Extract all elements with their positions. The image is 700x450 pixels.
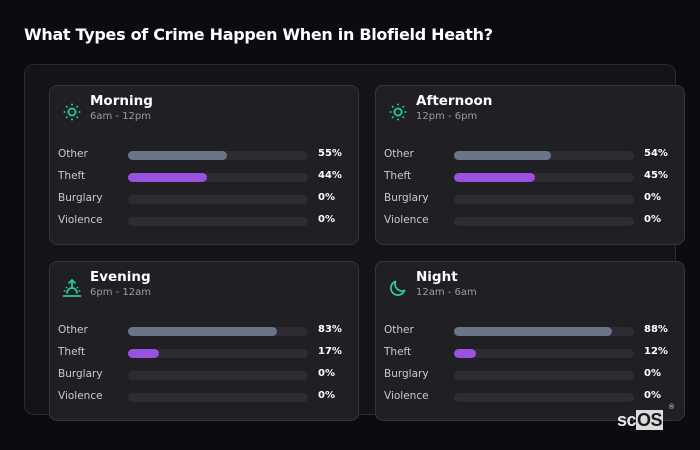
bar-track: [454, 371, 634, 380]
bar-label: Theft: [384, 170, 412, 182]
bar-label: Other: [384, 324, 414, 336]
bar-value: 54%: [644, 148, 668, 159]
bar-value: 0%: [318, 390, 335, 401]
bar-fill: [454, 327, 613, 336]
page-title: What Types of Crime Happen When in Blofi…: [24, 25, 493, 44]
bar-value: 17%: [318, 346, 342, 357]
card-evening: Evening 6pm - 12am Other 83% Theft 17% Burglar…: [49, 261, 359, 421]
bar-value: 0%: [644, 214, 661, 225]
bar-track: [128, 173, 308, 182]
bar-row-other: Other 55%: [58, 148, 358, 162]
bar-value: 44%: [318, 170, 342, 181]
bar-value: 45%: [644, 170, 668, 181]
bar-value: 0%: [644, 390, 661, 401]
time-range: 12pm - 6pm: [416, 111, 478, 122]
bar-track: [128, 371, 308, 380]
bar-label: Other: [384, 148, 414, 160]
bar-track: [128, 151, 308, 160]
bar-row-theft: Theft 45%: [384, 170, 684, 184]
bar-label: Burglary: [58, 368, 103, 380]
card-title: Night: [416, 269, 458, 285]
bar-value: 0%: [318, 192, 335, 203]
bar-value: 83%: [318, 324, 342, 335]
bar-label: Violence: [58, 214, 103, 226]
bar-label: Violence: [384, 390, 429, 402]
bar-track: [454, 217, 634, 226]
bar-row-violence: Violence 0%: [58, 390, 358, 404]
bar-label: Other: [58, 324, 88, 336]
sun-icon: [62, 102, 82, 122]
time-range: 6am - 12pm: [90, 111, 152, 122]
scos-logo: scOS ®: [617, 404, 674, 431]
bar-label: Violence: [384, 214, 429, 226]
bar-value: 0%: [644, 368, 661, 379]
logo-highlight: OS: [636, 410, 664, 430]
time-range: 6pm - 12am: [90, 287, 152, 298]
bar-fill: [454, 349, 476, 358]
bar-row-other: Other 54%: [384, 148, 684, 162]
bar-label: Theft: [58, 346, 86, 358]
sun-icon: [388, 102, 408, 122]
bar-value: 12%: [644, 346, 668, 357]
bar-fill: [454, 151, 552, 160]
bar-fill: [128, 151, 227, 160]
bar-fill: [128, 349, 159, 358]
bar-fill: [128, 327, 278, 336]
moon-icon: [388, 278, 408, 298]
sunset-icon: [62, 278, 82, 298]
card-afternoon: Afternoon 12pm - 6pm Other 54% Theft 45% Burgl…: [375, 85, 685, 245]
card-title: Morning: [90, 93, 153, 109]
bar-track: [128, 327, 308, 336]
registered-mark: ®: [669, 404, 674, 411]
bar-row-burglary: Burglary 0%: [384, 368, 684, 382]
bar-label: Burglary: [384, 192, 429, 204]
bar-track: [454, 195, 634, 204]
bar-row-violence: Violence 0%: [58, 214, 358, 228]
bar-row-violence: Violence 0%: [384, 214, 684, 228]
bar-value: 55%: [318, 148, 342, 159]
bar-row-theft: Theft 44%: [58, 170, 358, 184]
bar-row-theft: Theft 17%: [58, 346, 358, 360]
card-title: Afternoon: [416, 93, 493, 109]
card-title: Evening: [90, 269, 151, 285]
bar-label: Other: [58, 148, 88, 160]
bar-fill: [128, 173, 208, 182]
bar-track: [454, 393, 634, 402]
bar-track: [454, 151, 634, 160]
card-morning: Morning 6am - 12pm Other 55% Theft 44% Burglar…: [49, 85, 359, 245]
bar-value: 88%: [644, 324, 668, 335]
bar-value: 0%: [318, 214, 335, 225]
bar-row-burglary: Burglary 0%: [384, 192, 684, 206]
bar-track: [128, 349, 308, 358]
bar-value: 0%: [644, 192, 661, 203]
bar-row-violence: Violence 0%: [384, 390, 684, 404]
bar-label: Violence: [58, 390, 103, 402]
bar-track: [454, 327, 634, 336]
bar-track: [454, 173, 634, 182]
time-range: 12am - 6am: [416, 287, 477, 298]
bar-value: 0%: [318, 368, 335, 379]
bar-track: [128, 393, 308, 402]
bar-row-other: Other 88%: [384, 324, 684, 338]
bar-track: [454, 349, 634, 358]
bar-label: Theft: [384, 346, 412, 358]
card-night: Night 12am - 6am Other 88% Theft 12% Burglary 0…: [375, 261, 685, 421]
bar-row-burglary: Burglary 0%: [58, 368, 358, 382]
bar-label: Burglary: [384, 368, 429, 380]
bar-label: Theft: [58, 170, 86, 182]
logo-prefix: sc: [617, 410, 637, 430]
bar-track: [128, 195, 308, 204]
bar-row-theft: Theft 12%: [384, 346, 684, 360]
bar-label: Burglary: [58, 192, 103, 204]
bar-row-burglary: Burglary 0%: [58, 192, 358, 206]
bar-track: [128, 217, 308, 226]
bar-row-other: Other 83%: [58, 324, 358, 338]
bar-fill: [454, 173, 535, 182]
